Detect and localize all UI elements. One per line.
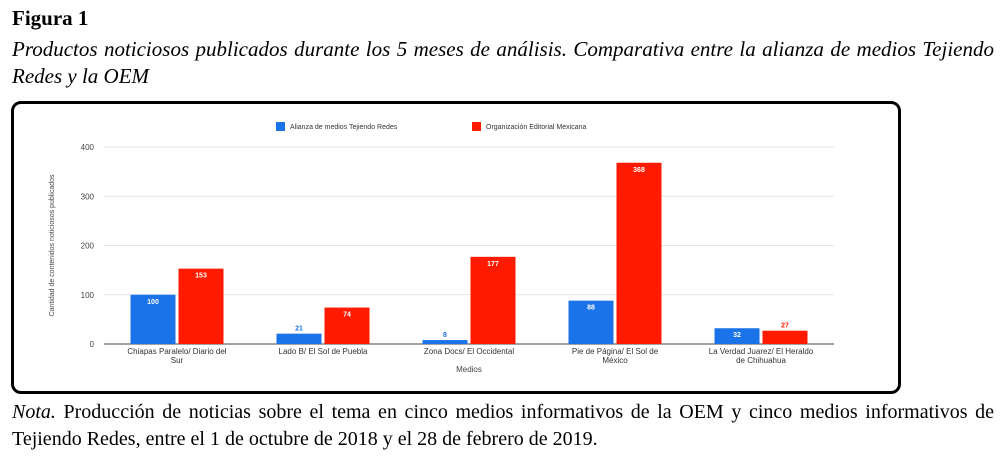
bar-oem: [178, 268, 224, 344]
y-axis-label: Cantidad de contenidos noticiosos public…: [49, 174, 56, 317]
legend-label: Organización Editorial Mexicana: [486, 124, 586, 131]
data-label: 100: [147, 299, 159, 306]
data-label: 32: [733, 332, 741, 339]
bar-chart: 0 100 200 300 400 Cantidad de contenidos noti…: [49, 122, 834, 374]
bar-tejiendo-redes: [714, 328, 760, 344]
data-label: 153: [195, 273, 207, 280]
legend-swatch: [276, 122, 285, 131]
data-label: 74: [343, 312, 351, 319]
bar-oem: [762, 330, 808, 344]
data-label: 88: [587, 305, 595, 312]
x-tick-label: de Chihuahua: [736, 356, 786, 365]
figure-label: Figura 1: [12, 6, 89, 30]
chart-frame: 0 100 200 300 400 Cantidad de contenidos noti…: [11, 101, 901, 394]
bar-tejiendo-redes: [568, 300, 614, 344]
bar-tejiendo-redes: [130, 294, 176, 344]
bar-tejiendo-redes: [422, 340, 468, 344]
figure-title: Productos noticiosos publicados durante …: [12, 37, 994, 88]
data-label: 368: [633, 167, 645, 174]
y-tick-label: 0: [90, 340, 95, 349]
x-tick-label: Lado B/ El Sol de Puebla: [279, 347, 369, 356]
x-tick-label: Sur: [171, 356, 184, 365]
figure-note: Nota. Producción de noticias sobre el te…: [12, 399, 994, 453]
data-label: 21: [295, 326, 303, 333]
data-label: 177: [487, 261, 499, 268]
x-tick-label: Zona Docs/ El Occidental: [424, 347, 514, 356]
bar-tejiendo-redes: [276, 333, 322, 344]
bar-oem: [470, 256, 516, 344]
data-label: 27: [781, 323, 789, 330]
note-prefix: Nota.: [12, 401, 56, 423]
x-tick-label: México: [602, 356, 628, 365]
bar-oem: [324, 307, 370, 344]
x-axis-label: Medios: [456, 365, 482, 374]
y-tick-label: 100: [81, 291, 95, 300]
y-tick-label: 200: [81, 242, 95, 251]
bar-oem: [616, 162, 662, 344]
x-tick-label: Chiapas Paralelo/ Diario del: [127, 347, 226, 356]
legend-label: Alianza de medios Tejiendo Redes: [290, 124, 398, 131]
x-tick-label: La Verdad Juarez/ El Heraldo: [709, 347, 814, 356]
y-tick-label: 300: [81, 192, 95, 201]
data-label: 8: [443, 332, 447, 339]
y-tick-label: 400: [81, 143, 95, 152]
x-tick-label: Pie de Página/ El Sol de: [572, 347, 659, 356]
note-text: Producción de noticias sobre el tema en …: [12, 401, 994, 450]
legend-swatch: [472, 122, 481, 131]
